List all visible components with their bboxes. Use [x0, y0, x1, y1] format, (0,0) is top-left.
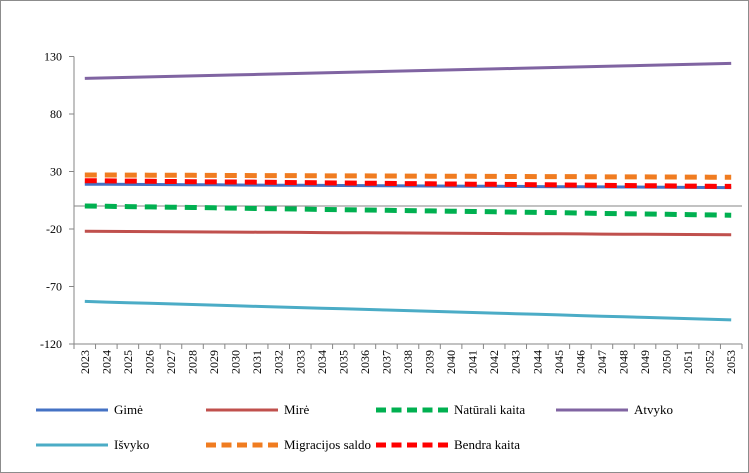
y-tick-label: -120 [40, 337, 62, 351]
x-tick-label: 2048 [616, 350, 630, 374]
x-tick-label: 2053 [724, 350, 738, 374]
legend-label-gime: Gimė [114, 402, 143, 417]
x-tick-label: 2037 [379, 350, 393, 374]
x-tick-label: 2035 [336, 350, 350, 374]
legend-swatch-bendra-kaita [376, 435, 448, 455]
legend-label-isvyko: Išvyko [114, 437, 150, 452]
legend-swatch-mire [206, 400, 278, 420]
x-tick-label: 2052 [703, 350, 717, 374]
x-tick-label: 2046 [573, 350, 587, 374]
x-tick-label: 2034 [315, 350, 329, 374]
legend-swatch-migracijos-saldo [206, 435, 278, 455]
legend-label-bendra-kaita: Bendra kaita [454, 437, 521, 452]
series-line-2 [84, 203, 732, 218]
legend-label-atvyko: Atvyko [634, 402, 673, 417]
x-tick-label: 2039 [423, 350, 437, 374]
y-tick-label: 130 [44, 50, 62, 64]
legend-label-mire: Mirė [284, 402, 310, 417]
legend-item-naturali-kaita: Natūrali kaita [376, 400, 525, 420]
x-tick-label: 2050 [660, 350, 674, 374]
legend-item-isvyko: Išvyko [36, 435, 149, 455]
x-tick-label: 2038 [401, 350, 415, 374]
y-tick-label: 30 [50, 165, 62, 179]
series-line-6 [84, 178, 732, 189]
series-line-5 [84, 172, 732, 180]
legend-item-gime: Gimė [36, 400, 143, 420]
legend-label-naturali-kaita: Natūrali kaita [454, 402, 526, 417]
series-line-3 [84, 61, 732, 80]
x-tick-label: 2047 [595, 350, 609, 374]
x-tick-label: 2033 [293, 350, 307, 374]
legend-item-migracijos-saldo: Migracijos saldo [206, 435, 371, 455]
x-tick-label: 2044 [530, 350, 544, 374]
legend-item-atvyko: Atvyko [556, 400, 673, 420]
legend-item-bendra-kaita: Bendra kaita [376, 435, 520, 455]
y-tick-label: 80 [50, 107, 62, 121]
y-tick-label: -20 [46, 222, 62, 236]
x-tick-label: 2031 [250, 350, 264, 374]
y-tick-label: -70 [46, 280, 62, 294]
x-tick-label: 2027 [164, 350, 178, 374]
x-tick-label: 2032 [272, 350, 286, 374]
x-tick-label: 2029 [207, 350, 221, 374]
x-tick-label: 2042 [487, 350, 501, 374]
legend-swatch-atvyko [556, 400, 628, 420]
legend-item-mire: Mirė [206, 400, 309, 420]
x-tick-label: 2043 [509, 350, 523, 374]
series-line-4 [84, 299, 732, 322]
x-tick-label: 2041 [466, 350, 480, 374]
x-tick-label: 2030 [229, 350, 243, 374]
legend-swatch-gime [36, 400, 108, 420]
x-tick-label: 2049 [638, 350, 652, 374]
legend-swatch-naturali-kaita [376, 400, 448, 420]
x-tick-label: 2040 [444, 350, 458, 374]
x-tick-label: 2045 [552, 350, 566, 374]
x-tick-label: 2026 [142, 350, 156, 374]
x-tick-label: 2036 [358, 350, 372, 374]
x-tick-label: 2023 [78, 350, 92, 374]
x-tick-label: 2025 [121, 350, 135, 374]
x-tick-label: 2028 [186, 350, 200, 374]
x-tick-label: 2024 [99, 350, 113, 374]
legend-swatch-isvyko [36, 435, 108, 455]
series-line-1 [84, 229, 732, 237]
legend-label-migracijos-saldo: Migracijos saldo [284, 437, 372, 452]
x-tick-label: 2051 [681, 350, 695, 374]
